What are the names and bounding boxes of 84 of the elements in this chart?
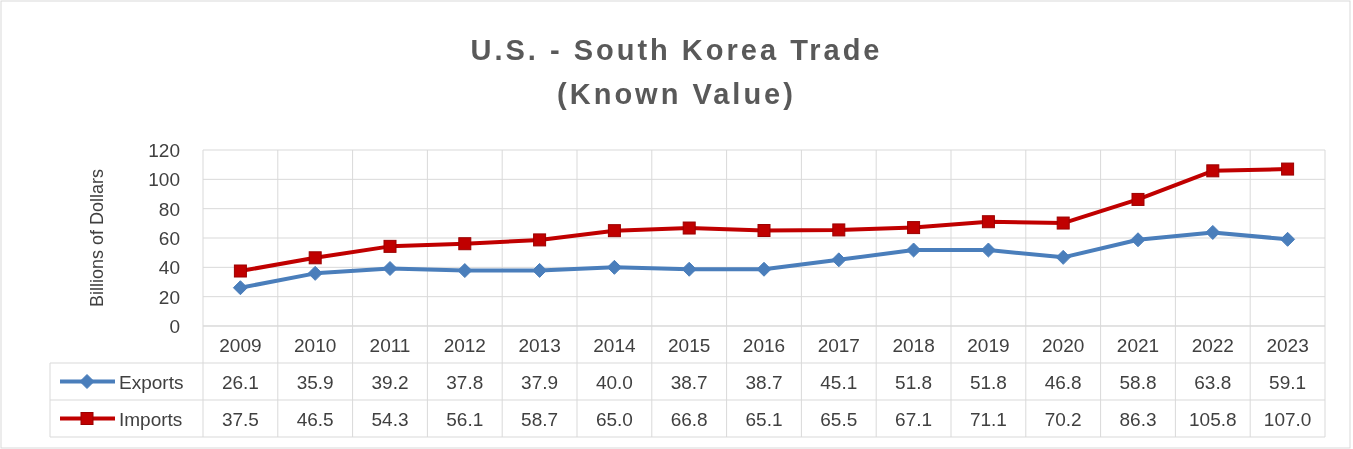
point [756, 261, 772, 277]
x-tick-label: 2013 [518, 334, 561, 356]
x-tick-label: 2023 [1266, 334, 1309, 356]
y-tick-label: 120 [148, 140, 180, 161]
data-label: 54.3 [371, 408, 409, 430]
data-label: 58.7 [521, 408, 559, 430]
legend-label: Exports [119, 371, 184, 393]
point [1205, 224, 1221, 240]
point [681, 261, 697, 277]
x-tick-label: 2011 [369, 334, 411, 356]
y-axis-title: Billions of Dollars [87, 168, 107, 308]
x-tick-label: 2014 [593, 334, 636, 356]
point [831, 252, 847, 268]
point [533, 233, 547, 247]
point [757, 224, 771, 238]
point [307, 265, 323, 281]
x-tick-label: 2019 [967, 334, 1010, 356]
point [1280, 231, 1296, 247]
y-tick-label: 60 [158, 228, 180, 249]
point [981, 215, 995, 229]
x-tick-label: 2015 [668, 334, 711, 356]
data-label: 40.0 [595, 371, 633, 393]
point [308, 251, 322, 265]
point [1130, 232, 1146, 248]
data-label: 26.1 [221, 371, 259, 393]
y-tick-label: 0 [169, 316, 180, 337]
x-tick-label: 2017 [817, 334, 860, 356]
point [1131, 192, 1145, 206]
y-tick-label: 100 [148, 169, 180, 191]
point [383, 239, 397, 253]
data-label: 37.5 [221, 408, 259, 430]
x-tick-label: 2022 [1191, 334, 1234, 356]
data-label: 65.5 [820, 408, 858, 430]
point [832, 223, 846, 237]
x-tick-label: 2016 [742, 334, 786, 356]
legend-label: Imports [119, 408, 183, 430]
point [233, 264, 247, 278]
x-tick-label: 2009 [219, 334, 262, 356]
point [606, 259, 622, 275]
data-label: 51.8 [969, 371, 1007, 393]
point [232, 280, 248, 296]
y-tick-label: 40 [158, 257, 180, 279]
data-label: 66.8 [670, 408, 708, 430]
x-tick-label: 2010 [294, 334, 337, 356]
data-label: 65.1 [745, 408, 783, 430]
data-label: 38.7 [670, 371, 708, 393]
x-tick-label: 2020 [1042, 334, 1085, 356]
data-label: 46.8 [1044, 371, 1082, 393]
data-label: 71.1 [969, 408, 1007, 430]
point [382, 261, 398, 277]
data-label: 45.1 [820, 371, 858, 393]
data-label: 67.1 [895, 408, 933, 430]
point [457, 263, 473, 279]
data-label: 70.2 [1044, 408, 1082, 430]
y-tick-label: 20 [158, 286, 180, 308]
point [907, 221, 921, 235]
point [1206, 164, 1220, 178]
point [458, 237, 472, 251]
point [532, 262, 548, 278]
data-label: 105.8 [1189, 408, 1237, 430]
data-label: 58.8 [1119, 371, 1157, 393]
data-label: 51.8 [895, 371, 933, 393]
data-label: 37.9 [521, 371, 559, 393]
data-label: 59.1 [1269, 371, 1307, 393]
point [1281, 162, 1295, 176]
point [607, 224, 621, 238]
chart-title: U.S. - South Korea Trade (Known Value) [470, 34, 883, 110]
point [682, 221, 696, 235]
data-label: 35.9 [296, 371, 334, 393]
data-label: 39.2 [371, 371, 409, 393]
data-label: 37.8 [446, 371, 484, 393]
data-label: 86.3 [1119, 408, 1157, 430]
x-tick-label: 2012 [443, 334, 486, 356]
data-label: 107.0 [1263, 408, 1312, 430]
data-label: 65.0 [595, 408, 633, 430]
data-label: 63.8 [1194, 371, 1232, 393]
data-label: 56.1 [446, 408, 484, 430]
data-label: 38.7 [745, 371, 783, 393]
x-tick-label: 2021 [1116, 334, 1160, 356]
point [1055, 249, 1071, 265]
point [1056, 216, 1070, 230]
data-label: 46.5 [296, 408, 334, 430]
y-tick-label: 80 [158, 198, 180, 220]
x-tick-label: 2018 [892, 334, 935, 356]
